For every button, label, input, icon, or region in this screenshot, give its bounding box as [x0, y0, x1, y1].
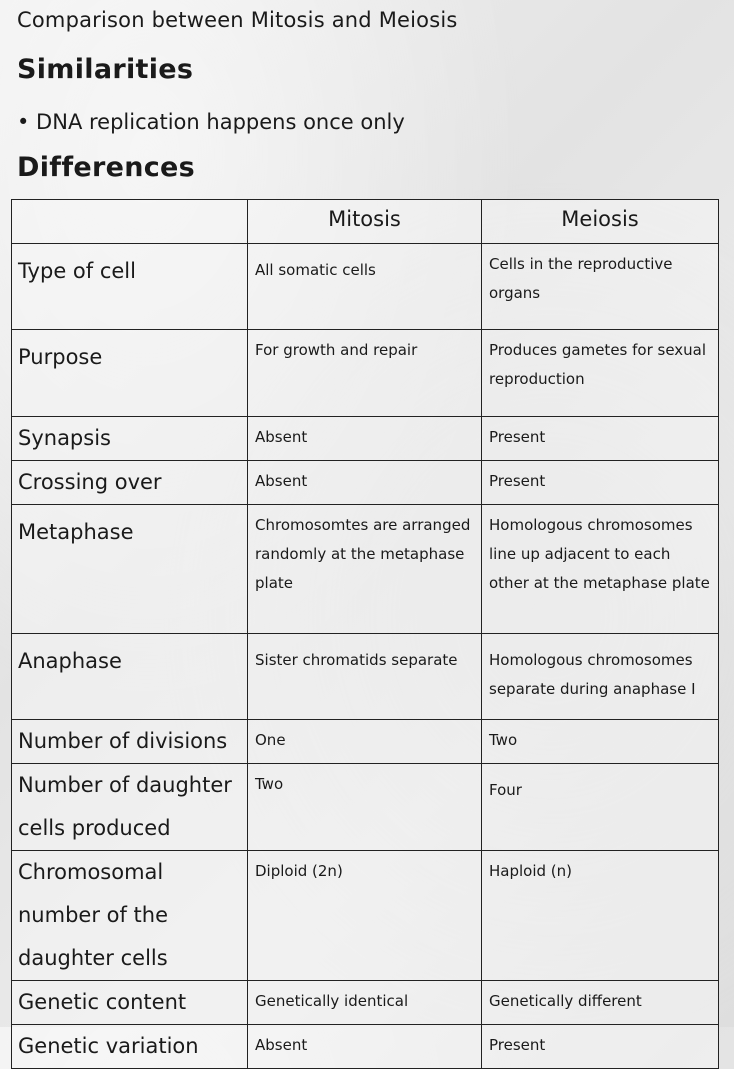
table-row: Genetic content Genetically identical Ge… — [11, 980, 719, 1025]
row-mitosis: Absent — [247, 460, 482, 505]
row-feature: Number of divisions — [11, 719, 248, 764]
row-feature: Genetic variation — [11, 1024, 248, 1069]
header-meiosis: Meiosis — [481, 199, 719, 244]
row-feature: Purpose — [11, 329, 248, 417]
table-row: Crossing over Absent Present — [11, 460, 719, 505]
row-mitosis: Absent — [247, 416, 482, 461]
row-meiosis: Genetically different — [481, 980, 719, 1025]
row-feature: Synapsis — [11, 416, 248, 461]
row-mitosis: One — [247, 719, 482, 764]
row-feature: Genetic content — [11, 980, 248, 1025]
header-empty-cell — [11, 199, 248, 244]
row-mitosis: Diploid (2n) — [247, 850, 482, 981]
row-mitosis: Chromosomtes are arranged randomly at th… — [247, 504, 482, 634]
row-feature: Type of cell — [11, 243, 248, 330]
row-meiosis: Homologous chromosomes line up adjacent … — [481, 504, 719, 634]
row-feature: Number of daughter cells produced — [11, 763, 248, 851]
table-row: Number of divisions One Two — [11, 719, 719, 764]
page-title: Comparison between Mitosis and Meiosis — [17, 8, 458, 32]
table-row: Purpose For growth and repair Produces g… — [11, 329, 719, 417]
table-row: Genetic variation Absent Present — [11, 1024, 719, 1069]
row-feature: Chromosomal number of the daughter cells — [11, 850, 248, 981]
similarities-heading: Similarities — [17, 54, 194, 85]
row-meiosis: Present — [481, 460, 719, 505]
table-row: Metaphase Chromosomtes are arranged rand… — [11, 504, 719, 634]
table-row: Synapsis Absent Present — [11, 416, 719, 461]
similarity-item: • DNA replication happens once only — [17, 110, 405, 134]
row-mitosis: Absent — [247, 1024, 482, 1069]
table-header-row: Mitosis Meiosis — [11, 199, 719, 244]
row-meiosis: Two — [481, 719, 719, 764]
row-meiosis: Present — [481, 416, 719, 461]
row-meiosis: Homologous chromosomes separate during a… — [481, 633, 719, 720]
row-feature: Metaphase — [11, 504, 248, 634]
row-mitosis: All somatic cells — [247, 243, 482, 330]
row-meiosis: Produces gametes for sexual reproduction — [481, 329, 719, 417]
row-meiosis: Present — [481, 1024, 719, 1069]
table-row: Type of cell All somatic cells Cells in … — [11, 243, 719, 330]
header-mitosis: Mitosis — [247, 199, 482, 244]
comparison-table: Mitosis Meiosis Type of cell All somatic… — [11, 199, 719, 1069]
row-feature: Anaphase — [11, 633, 248, 720]
row-mitosis: Genetically identical — [247, 980, 482, 1025]
row-meiosis: Cells in the reproductive organs — [481, 243, 719, 330]
row-mitosis: Sister chromatids separate — [247, 633, 482, 720]
differences-heading: Differences — [17, 152, 196, 183]
row-feature: Crossing over — [11, 460, 248, 505]
row-meiosis: Haploid (n) — [481, 850, 719, 981]
row-mitosis: Two — [247, 763, 482, 851]
table-row: Chromosomal number of the daughter cells… — [11, 850, 719, 981]
row-mitosis: For growth and repair — [247, 329, 482, 417]
row-meiosis: Four — [481, 763, 719, 851]
table-row: Anaphase Sister chromatids separate Homo… — [11, 633, 719, 720]
table-row: Number of daughter cells produced Two Fo… — [11, 763, 719, 851]
